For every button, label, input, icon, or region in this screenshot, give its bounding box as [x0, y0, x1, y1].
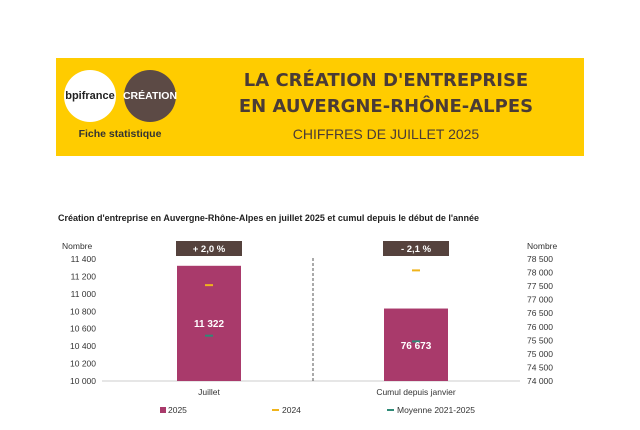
left-axis-title: Nombre — [62, 241, 93, 251]
right-tick-label: 77 000 — [527, 295, 553, 305]
right-tick-label: 76 000 — [527, 322, 553, 332]
variation-badge-text: - 2,1 % — [401, 244, 432, 255]
chart-title: Création d'entreprise en Auvergne-Rhône-… — [58, 213, 480, 223]
right-tick-label: 78 000 — [527, 268, 553, 278]
variation-badge — [176, 241, 242, 256]
fiche-label: Fiche statistique — [78, 128, 162, 140]
left-tick-label: 10 400 — [70, 341, 96, 351]
left-tick-label: 11 400 — [71, 254, 97, 264]
right-tick-label: 75 000 — [527, 349, 553, 359]
left-tick-label: 10 200 — [70, 359, 96, 369]
data-label-2025: 76 673 — [401, 341, 432, 352]
right-axis-title: Nombre — [527, 241, 558, 251]
creation-logo: CRÉATION — [123, 70, 177, 122]
legend-label-average: Moyenne 2021-2025 — [397, 405, 475, 415]
page-subtitle: CHIFFRES DE JUILLET 2025 — [292, 126, 480, 142]
page-title-line2: EN AUVERGNE-RHÔNE-ALPES — [238, 96, 534, 117]
bpifrance-logo: bpifrance — [64, 70, 116, 122]
bar-2025 — [384, 308, 448, 381]
variation-badge — [383, 241, 449, 256]
left-tick-label: 11 200 — [71, 271, 97, 281]
right-tick-label: 77 500 — [527, 281, 553, 291]
variation-badge-text: + 2,0 % — [193, 244, 226, 255]
left-tick-label: 10 600 — [70, 324, 96, 334]
data-label-2025: 11 322 — [194, 319, 224, 330]
right-tick-label: 74 000 — [527, 376, 553, 386]
header-banner: bpifrance CRÉATION Fiche statistique LA … — [56, 58, 584, 156]
legend-label-2025: 2025 — [168, 405, 187, 415]
right-tick-label: 74 500 — [527, 362, 553, 372]
right-tick-label: 78 500 — [527, 254, 553, 264]
category-label: Cumul depuis janvier — [376, 387, 456, 397]
category-label: Juillet — [198, 387, 220, 397]
legend-label-2024: 2024 — [282, 405, 301, 415]
right-tick-label: 75 500 — [527, 335, 553, 345]
left-tick-label: 11 000 — [71, 289, 97, 299]
right-tick-label: 76 500 — [527, 308, 553, 318]
legend-swatch-2025 — [160, 407, 166, 413]
left-tick-label: 10 800 — [70, 306, 96, 316]
page-title-line1: LA CRÉATION D'ENTREPRISE — [243, 70, 529, 91]
left-tick-label: 10 000 — [70, 376, 96, 386]
